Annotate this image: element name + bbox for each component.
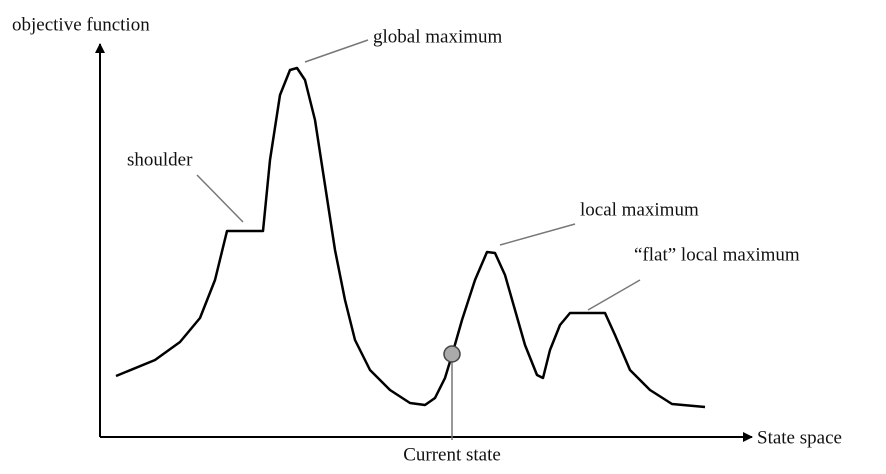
current-state-marker: [443, 345, 461, 363]
leader-line: [304, 39, 369, 63]
y-axis-label: objective function: [12, 14, 150, 35]
annotation: shoulder: [127, 149, 193, 170]
annotation: “flat” local maximum: [634, 244, 800, 265]
annotation: local maximum: [580, 199, 699, 220]
landscape-curve: [115, 66, 706, 409]
leader-line: [196, 174, 244, 223]
leader-line: [587, 279, 641, 311]
annotation: global maximum: [373, 26, 503, 47]
x-axis-label: State space: [757, 427, 842, 448]
leader-line: [499, 223, 576, 246]
annotation: Current state: [403, 444, 501, 465]
